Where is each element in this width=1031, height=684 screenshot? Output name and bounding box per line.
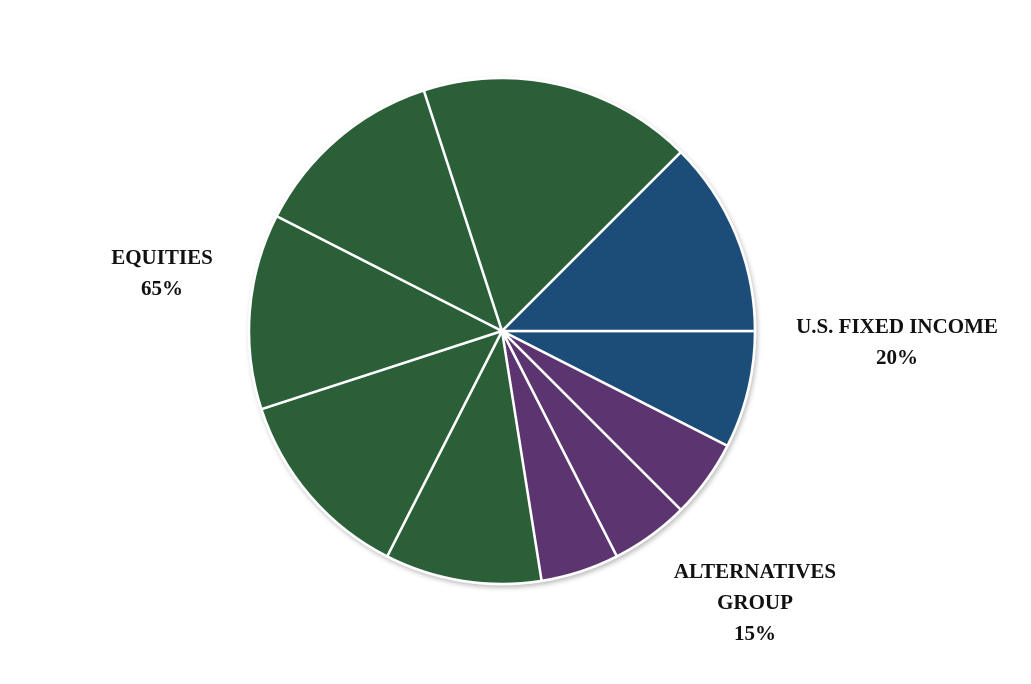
pie-slice-equities-5 (385, 329, 543, 586)
pie-slice-u-s-fixed-income-1 (500, 329, 757, 448)
pie-slice-equities-6 (260, 329, 504, 558)
alternatives-label-line2: GROUP (717, 590, 793, 614)
pie-slice-equities-7 (247, 214, 504, 411)
pie-slice-equities-9 (422, 76, 683, 333)
equities-label-name: EQUITIES (111, 245, 213, 269)
fixed-income-label-percent: 20% (876, 345, 918, 369)
alternatives-label-line1: ALTERNATIVES (673, 559, 837, 583)
equities-label-percent: 65% (141, 276, 183, 300)
fixed-income-label-name: U.S. FIXED INCOME (796, 314, 998, 338)
alternatives-label-percent: 15% (734, 621, 776, 645)
alternatives-label: ALTERNATIVES GROUP 15% (640, 556, 870, 649)
pie-slices (247, 76, 757, 586)
fixed-income-label: U.S. FIXED INCOME 20% (766, 311, 1028, 373)
equities-label: EQUITIES 65% (92, 242, 232, 304)
pie-slice-u-s-fixed-income-10 (500, 150, 757, 333)
pie-slice-equities-8 (275, 89, 504, 333)
